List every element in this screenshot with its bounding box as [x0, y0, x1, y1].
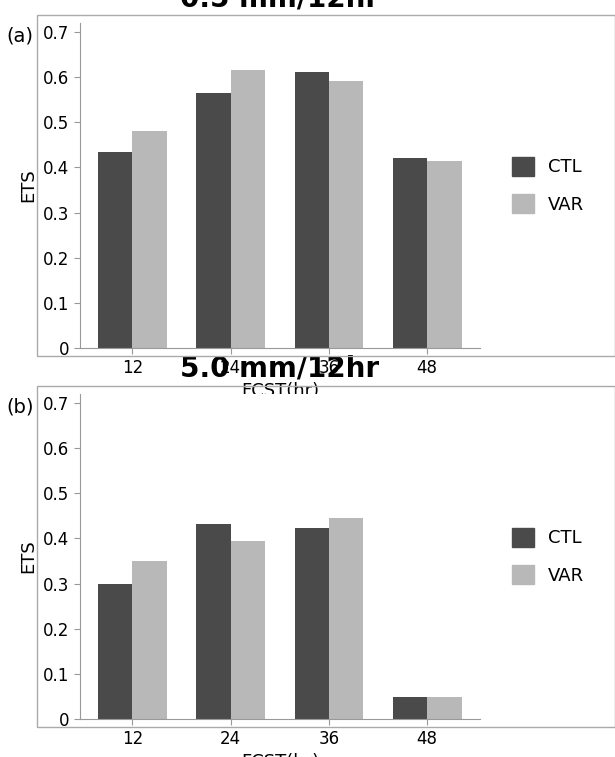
- Bar: [427, 160, 461, 348]
- Bar: [196, 524, 231, 719]
- Y-axis label: ETS: ETS: [20, 540, 38, 573]
- Bar: [393, 696, 427, 719]
- Bar: [132, 561, 167, 719]
- Bar: [427, 697, 461, 719]
- Text: (b): (b): [6, 397, 34, 416]
- Bar: [98, 151, 132, 348]
- Y-axis label: ETS: ETS: [20, 169, 38, 202]
- Title: 0.5 mm/12hr: 0.5 mm/12hr: [180, 0, 379, 12]
- Bar: [231, 540, 265, 719]
- Bar: [231, 70, 265, 348]
- Bar: [196, 93, 231, 348]
- X-axis label: FCST(hr): FCST(hr): [240, 382, 319, 400]
- X-axis label: FCST(hr): FCST(hr): [240, 753, 319, 757]
- Bar: [98, 584, 132, 719]
- Bar: [295, 73, 329, 348]
- Bar: [329, 82, 363, 348]
- Bar: [295, 528, 329, 719]
- Text: (a): (a): [6, 26, 33, 45]
- Legend: CTL, VAR: CTL, VAR: [505, 521, 592, 592]
- Bar: [393, 158, 427, 348]
- Title: 5.0 mm/12hr: 5.0 mm/12hr: [180, 355, 379, 383]
- Legend: CTL, VAR: CTL, VAR: [505, 150, 592, 221]
- Bar: [329, 518, 363, 719]
- Bar: [132, 131, 167, 348]
